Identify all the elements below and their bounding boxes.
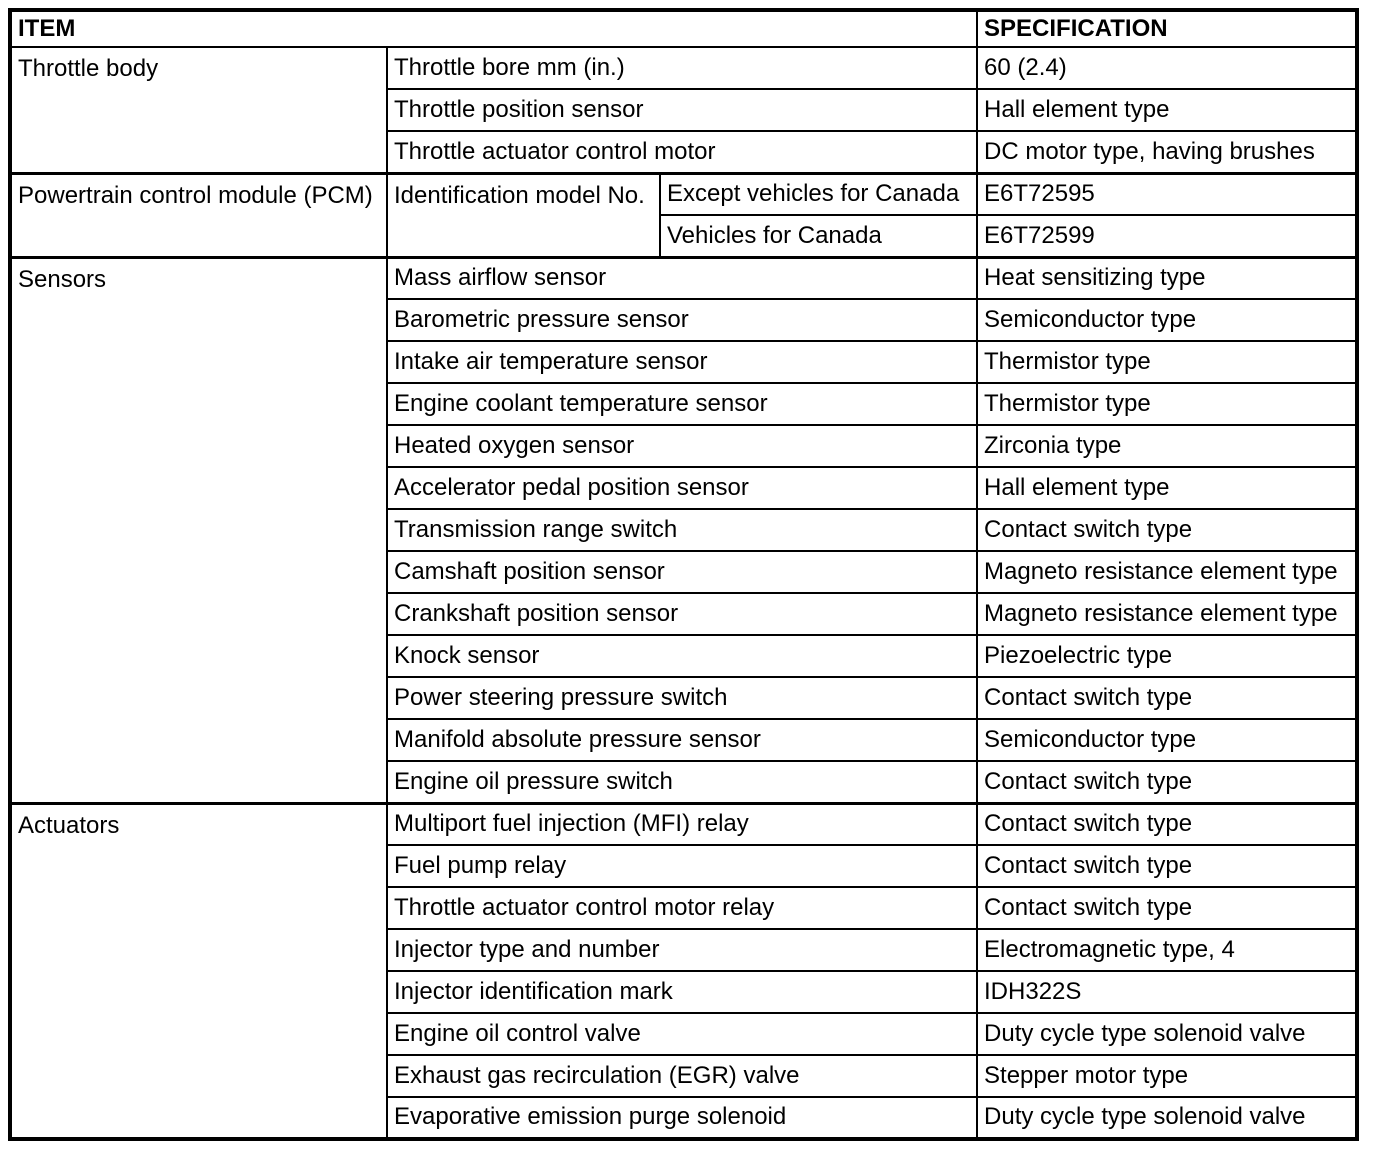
table-row: Throttle actuator control motor relay Co… [10, 886, 1359, 930]
spec-cell: 60 (2.4) [976, 46, 1359, 90]
item-cell: Engine oil control valve [385, 1012, 979, 1056]
category-cell: Throttle body [9, 46, 388, 174]
table-row: Actuators Multiport fuel injection (MFI)… [9, 801, 1359, 1140]
item-cell: Multiport fuel injection (MFI) relay [385, 801, 979, 846]
table-row: Manifold absolute pressure sensor Semico… [10, 718, 1359, 762]
table-row: Vehicles for Canada E6T72599 [10, 214, 1359, 258]
table-row: Throttle body Throttle bore mm (in.) 60 … [9, 46, 1359, 174]
item-cell: Power steering pressure switch [385, 676, 979, 720]
table-header-row: ITEM SPECIFICATION [8, 9, 1359, 48]
spec-cell: Contact switch type [976, 844, 1359, 888]
spec-cell: Semiconductor type [976, 298, 1359, 342]
item-cell: Throttle bore mm (in.) [385, 46, 979, 90]
spec-cell: Contact switch type [976, 801, 1359, 846]
table-row: Throttle actuator control motor DC motor… [10, 130, 1359, 174]
table-row: Heated oxygen sensor Zirconia type [10, 424, 1359, 468]
spec-cell: E6T72595 [976, 171, 1359, 216]
item-cell: Engine coolant temperature sensor [385, 382, 979, 426]
subitem-cell: Except vehicles for Canada [658, 171, 979, 216]
spec-cell: Hall element type [976, 88, 1359, 132]
header-item: ITEM [8, 9, 979, 48]
item-cell: Crankshaft position sensor [385, 592, 979, 636]
table-row: Power steering pressure switch Contact s… [10, 676, 1359, 720]
table-row: Fuel pump relay Contact switch type [10, 844, 1359, 888]
item-cell: Transmission range switch [385, 508, 979, 552]
spec-cell: E6T72599 [976, 214, 1359, 258]
table-row: Powertrain control module (PCM) Identifi… [9, 171, 1359, 258]
spec-cell: Magneto resistance element type [976, 592, 1359, 636]
item-cell: Knock sensor [385, 634, 979, 678]
spec-cell: IDH322S [976, 970, 1359, 1014]
table-row: Engine oil pressure switch Contact switc… [10, 760, 1359, 804]
spec-cell: Duty cycle type solenoid valve [976, 1096, 1359, 1140]
table-row: Engine coolant temperature sensor Thermi… [10, 382, 1359, 426]
item-cell: Fuel pump relay [385, 844, 979, 888]
table-row: Throttle position sensor Hall element ty… [10, 88, 1359, 132]
spec-cell: Thermistor type [976, 382, 1359, 426]
item-cell: Injector identification mark [385, 970, 979, 1014]
table-row: Barometric pressure sensor Semiconductor… [10, 298, 1359, 342]
engine-control-specification-table: ITEM SPECIFICATION Throttle body Throttl… [8, 8, 1360, 1141]
category-cell: Actuators [9, 801, 388, 1140]
table-row: Sensors Mass airflow sensor Heat sensiti… [9, 255, 1359, 804]
item-cell: Throttle actuator control motor [385, 130, 979, 174]
table-row: Camshaft position sensor Magneto resista… [10, 550, 1359, 594]
item-cell: Heated oxygen sensor [385, 424, 979, 468]
spec-cell: Contact switch type [976, 760, 1359, 804]
item-cell: Intake air temperature sensor [385, 340, 979, 384]
spec-cell: Contact switch type [976, 508, 1359, 552]
item-cell: Camshaft position sensor [385, 550, 979, 594]
item-cell: Manifold absolute pressure sensor [385, 718, 979, 762]
spec-cell: Stepper motor type [976, 1054, 1359, 1098]
table-row: Accelerator pedal position sensor Hall e… [10, 466, 1359, 510]
table-row: Injector type and number Electromagnetic… [10, 928, 1359, 972]
table-row: Transmission range switch Contact switch… [10, 508, 1359, 552]
table-row: Evaporative emission purge solenoid Duty… [10, 1096, 1359, 1140]
item-cell: Exhaust gas recirculation (EGR) valve [385, 1054, 979, 1098]
item-cell: Throttle position sensor [385, 88, 979, 132]
spec-cell: Hall element type [976, 466, 1359, 510]
item-cell: Identification model No. [386, 171, 661, 258]
table-row: Knock sensor Piezoelectric type [10, 634, 1359, 678]
spec-cell: Heat sensitizing type [976, 255, 1359, 300]
category-cell: Powertrain control module (PCM) [9, 171, 388, 258]
table-row: Engine oil control valve Duty cycle type… [10, 1012, 1359, 1056]
spec-cell: Semiconductor type [976, 718, 1359, 762]
spec-cell: Magneto resistance element type [976, 550, 1359, 594]
subitem-cell: Vehicles for Canada [658, 214, 979, 258]
item-cell: Evaporative emission purge solenoid [385, 1096, 979, 1140]
category-cell: Sensors [9, 255, 388, 804]
table-row: Intake air temperature sensor Thermistor… [10, 340, 1359, 384]
table-row: Crankshaft position sensor Magneto resis… [10, 592, 1359, 636]
header-specification: SPECIFICATION [976, 9, 1359, 48]
item-cell: Accelerator pedal position sensor [385, 466, 979, 510]
item-cell: Barometric pressure sensor [385, 298, 979, 342]
spec-cell: DC motor type, having brushes [976, 130, 1359, 174]
table-row: Injector identification mark IDH322S [10, 970, 1359, 1014]
item-cell: Engine oil pressure switch [385, 760, 979, 804]
spec-cell: Thermistor type [976, 340, 1359, 384]
spec-cell: Electromagnetic type, 4 [976, 928, 1359, 972]
spec-cell: Zirconia type [976, 424, 1359, 468]
table-row: Exhaust gas recirculation (EGR) valve St… [10, 1054, 1359, 1098]
spec-cell: Contact switch type [976, 676, 1359, 720]
item-cell: Throttle actuator control motor relay [385, 886, 979, 930]
spec-cell: Duty cycle type solenoid valve [976, 1012, 1359, 1056]
spec-cell: Piezoelectric type [976, 634, 1359, 678]
item-cell: Injector type and number [385, 928, 979, 972]
item-cell: Mass airflow sensor [385, 255, 979, 300]
spec-cell: Contact switch type [976, 886, 1359, 930]
